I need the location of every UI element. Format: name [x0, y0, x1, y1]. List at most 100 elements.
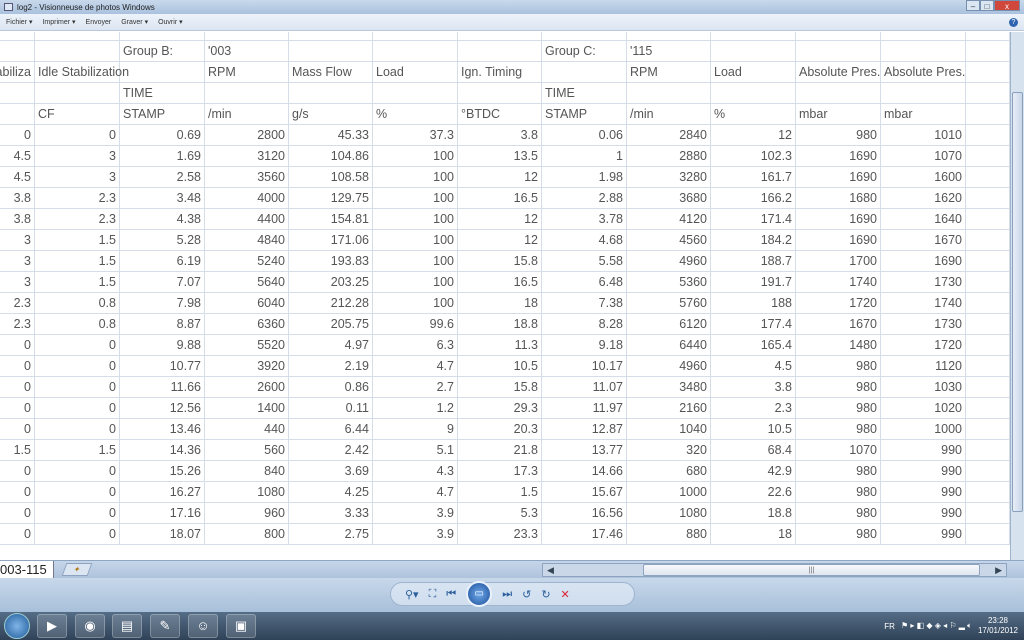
data-cell: 980: [796, 419, 881, 439]
data-cell: 0: [0, 398, 35, 418]
data-cell: 3560: [205, 167, 289, 187]
data-cell: 0: [35, 377, 120, 397]
cell: [373, 32, 458, 40]
data-cell: 1.2: [373, 398, 458, 418]
taskbar-messenger-icon[interactable]: ☺: [188, 614, 218, 638]
data-cell: 7.07: [120, 272, 205, 292]
data-cell: 1400: [205, 398, 289, 418]
data-cell: 0.8: [35, 314, 120, 334]
taskbar-media-center-icon[interactable]: ▶: [37, 614, 67, 638]
menu-imprimer[interactable]: Imprimer ▾: [42, 19, 76, 26]
header-cell: [0, 104, 35, 124]
header-cell: [542, 62, 627, 82]
data-cell: 21.8: [458, 440, 542, 460]
data-cell: 14.66: [542, 461, 627, 481]
data-cell: 15.67: [542, 482, 627, 502]
menu-fichier[interactable]: Fichier ▾: [6, 19, 33, 26]
data-cell: 104.86: [289, 146, 373, 166]
header-cell: Group C:: [542, 41, 627, 61]
data-cell: 2.3: [0, 293, 35, 313]
data-cell: 5.58: [542, 251, 627, 271]
horizontal-scroll-thumb: |||: [643, 564, 980, 576]
data-cell: 4.5: [711, 356, 796, 376]
data-cell: 0.8: [35, 293, 120, 313]
header-cell: [711, 83, 796, 103]
menu-ouvrir[interactable]: Ouvrir ▾: [158, 19, 183, 26]
header-cell: [458, 41, 542, 61]
data-row: 0 0 17.16 960 3.33 3.9 5.3 16.56 1080 18.8 980 990: [0, 503, 1010, 524]
cell: [120, 32, 205, 40]
taskbar-app-icon[interactable]: ✎: [150, 614, 180, 638]
spreadsheet-image: Group B:'003 Group C:'115 StabilizaIdle St…: [0, 32, 1010, 560]
data-cell: 100: [373, 251, 458, 271]
data-cell: 100: [373, 272, 458, 292]
rotate-ccw-button[interactable]: ↺: [522, 588, 532, 601]
vertical-scrollbar[interactable]: [1010, 32, 1024, 560]
slideshow-button[interactable]: ▭: [466, 581, 493, 607]
data-cell: 13.77: [542, 440, 627, 460]
data-row: 0 0 13.46 440 6.44 9 20.3 12.87 1040 10.5 980 1000: [0, 419, 1010, 440]
data-cell: 10.5: [711, 419, 796, 439]
delete-button[interactable]: ✕: [560, 588, 570, 601]
next-button[interactable]: ⏭: [502, 587, 513, 600]
fit-window-button[interactable]: ⛶: [428, 587, 437, 600]
data-cell: 0: [35, 398, 120, 418]
data-cell: 4560: [627, 230, 711, 250]
taskbar-explorer-icon[interactable]: ▤: [112, 614, 142, 638]
header-cell: %: [373, 104, 458, 124]
help-icon[interactable]: ?: [1009, 18, 1018, 27]
taskbar-media-player-icon[interactable]: ◉: [75, 614, 105, 638]
zoom-button[interactable]: ⚲▾: [405, 588, 419, 601]
horizontal-scrollbar: ◀ ||| ▶: [542, 563, 1007, 577]
data-cell: [966, 356, 1010, 376]
data-cell: 1670: [881, 230, 966, 250]
menu-envoyer[interactable]: Envoyer: [85, 18, 112, 26]
header-cell: TIME: [542, 83, 627, 103]
taskbar: ▶ ◉ ▤ ✎ ☺ ▣ FR ⚑ ▸ ◧ ◆ ◈ ◂ ⚐ ▂ 🔈︎ 23:28 …: [0, 612, 1024, 640]
start-button[interactable]: [4, 613, 30, 639]
data-cell: 3: [0, 230, 35, 250]
data-cell: 990: [881, 482, 966, 502]
maximize-button[interactable]: □: [980, 0, 994, 11]
close-button[interactable]: x: [994, 0, 1020, 11]
header-cell: Ign. Timing: [458, 62, 542, 82]
data-cell: 165.4: [711, 335, 796, 355]
language-indicator[interactable]: FR: [884, 621, 895, 631]
data-cell: 1730: [881, 272, 966, 292]
menu-graver[interactable]: Graver ▾: [121, 19, 149, 26]
data-cell: 1.5: [35, 272, 120, 292]
data-cell: 0.11: [289, 398, 373, 418]
clock[interactable]: 23:28 17/01/2012: [978, 616, 1018, 636]
tray-icons[interactable]: ⚑ ▸ ◧ ◆ ◈ ◂ ⚐ ▂ 🔈︎: [900, 621, 972, 630]
data-row: 0 0 10.77 3920 2.19 4.7 10.5 10.17 4960 4.5 980 112…: [0, 356, 1010, 377]
viewer-toolbar: ⚲▾ ⛶ ⏮ ▭ ⏭ ↺ ↻ ✕: [0, 578, 1024, 612]
data-cell: 29.3: [458, 398, 542, 418]
data-cell: 3.78: [542, 209, 627, 229]
header-cell: /min: [627, 104, 711, 124]
data-cell: 16.27: [120, 482, 205, 502]
header-cell: STAMP: [120, 104, 205, 124]
data-cell: 5.28: [120, 230, 205, 250]
taskbar-photo-viewer-icon[interactable]: ▣: [226, 614, 256, 638]
previous-button[interactable]: ⏮: [446, 587, 457, 600]
data-cell: 0: [0, 377, 35, 397]
header-cell: [289, 41, 373, 61]
data-cell: 3.69: [289, 461, 373, 481]
data-cell: 4.97: [289, 335, 373, 355]
data-cell: 188: [711, 293, 796, 313]
scroll-thumb[interactable]: [1012, 92, 1023, 512]
header-cell: STAMP: [542, 104, 627, 124]
data-cell: 3280: [627, 167, 711, 187]
data-cell: [966, 251, 1010, 271]
data-cell: 0: [0, 419, 35, 439]
header-cell: [205, 83, 289, 103]
data-cell: 560: [205, 440, 289, 460]
data-cell: 2880: [627, 146, 711, 166]
header-cell: mbar: [796, 104, 881, 124]
rotate-cw-button[interactable]: ↻: [541, 588, 551, 601]
minimize-button[interactable]: –: [966, 0, 980, 11]
data-cell: 10.77: [120, 356, 205, 376]
data-cell: 0.69: [120, 125, 205, 145]
data-cell: 980: [796, 461, 881, 481]
data-cell: 4000: [205, 188, 289, 208]
